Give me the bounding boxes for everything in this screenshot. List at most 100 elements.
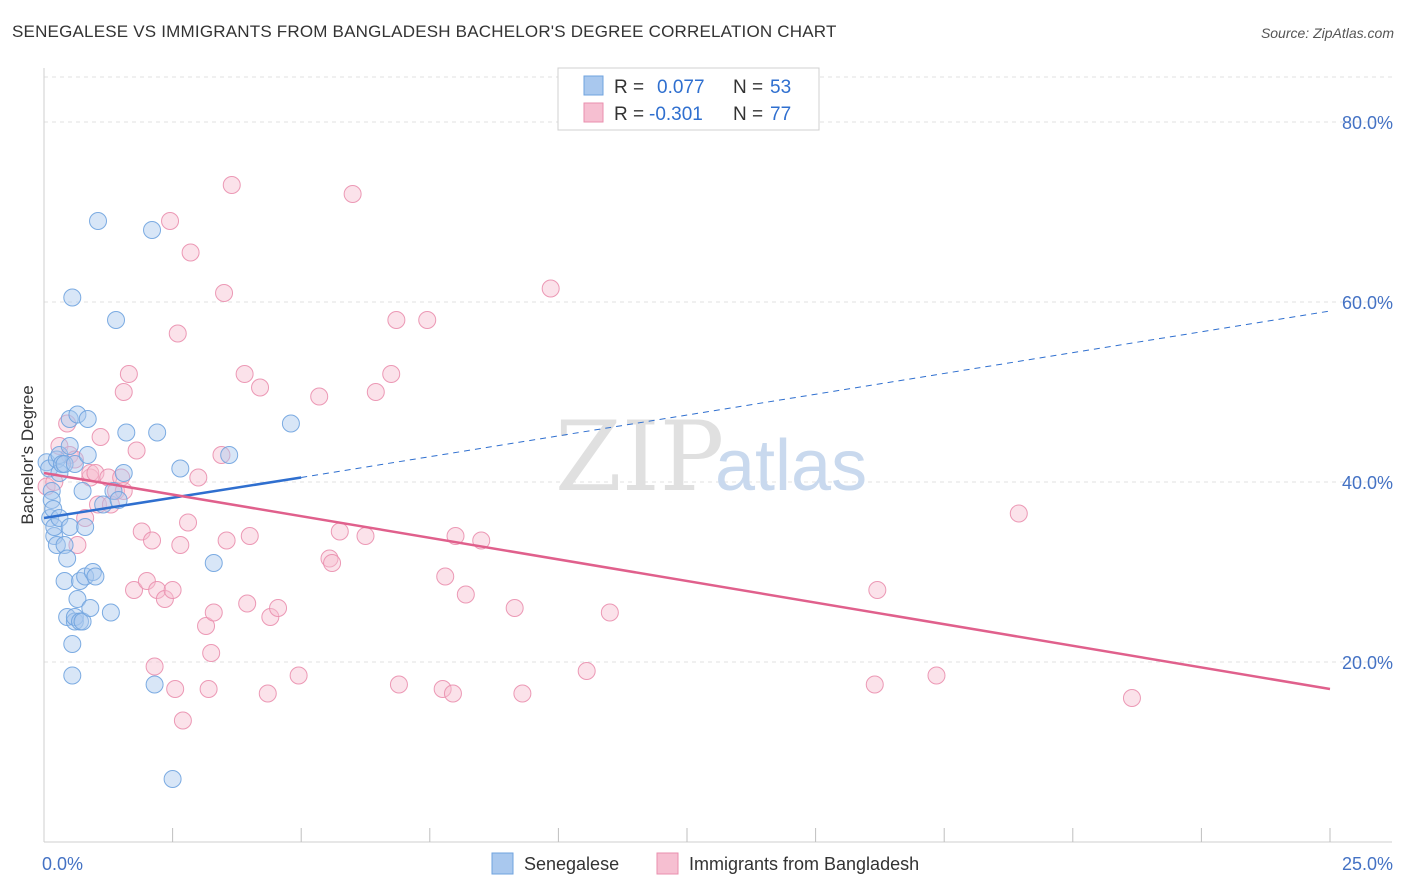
point-bangladesh [181,243,200,262]
point-bangladesh [366,383,385,401]
point-bangladesh [143,531,162,550]
point-senegalese [78,410,97,428]
trend-line-bangladesh [43,471,1331,691]
point-senegalese [60,437,79,455]
y-tick-label: 20.0% [1342,653,1393,673]
point-senegalese [281,414,300,433]
point-bangladesh [258,684,277,703]
point-bangladesh [387,311,406,329]
point-senegalese [55,572,74,590]
point-senegalese [73,612,92,631]
point-bangladesh [927,666,946,685]
point-bangladesh [865,675,884,694]
point-senegalese [63,666,82,685]
x-tick-label: 0.0% [42,854,83,874]
legend-swatch-senegalese [583,75,604,96]
point-bangladesh [541,279,560,298]
series-senegalese [37,212,300,788]
point-bangladesh [251,378,270,397]
point-bangladesh [215,284,234,302]
point-bangladesh [577,662,596,680]
point-bangladesh [389,675,408,694]
point-bangladesh [323,554,342,572]
legend-r-label-2: R = [614,104,644,125]
bottom-legend-swatch-bangladesh [656,852,679,875]
legend-n-label-1: N = [733,77,763,98]
correlation-legend: R = 0.077 N = 53 R = -0.301 N = 77 [557,67,820,131]
legend-n-label-2: N = [733,104,763,125]
point-bangladesh [436,567,455,586]
point-senegalese [63,288,82,307]
point-senegalese [76,518,95,536]
point-senegalese [65,612,84,631]
point-bangladesh [443,684,462,703]
y-tick-labels: 20.0% 40.0% 60.0% 80.0% [1342,113,1393,673]
point-bangladesh [505,599,524,617]
point-bangladesh [166,680,185,698]
point-bangladesh [513,684,532,703]
point-bangladesh [310,387,329,406]
point-bangladesh [179,513,198,532]
point-bangladesh [173,711,192,730]
point-senegalese [58,549,77,568]
point-bangladesh [433,680,452,698]
point-bangladesh [171,536,190,554]
point-senegalese [63,635,82,653]
y-tick-label: 60.0% [1342,293,1393,313]
trend-line-senegalese-extension [301,310,1331,478]
y-tick-label: 40.0% [1342,473,1393,493]
watermark-zip: ZIP [555,401,724,513]
point-bangladesh [289,666,308,685]
legend-r-value-2: -0.301 [649,104,703,125]
watermark-atlas: atlas [715,426,867,506]
point-senegalese [171,459,190,478]
point-bangladesh [127,441,146,460]
point-bangladesh [330,522,349,541]
point-bangladesh [137,572,156,590]
point-bangladesh [212,446,231,464]
point-senegalese [65,455,84,473]
bottom-legend-label-bangladesh: Immigrants from Bangladesh [689,854,919,874]
point-senegalese [73,482,92,500]
point-senegalese [45,518,64,536]
point-bangladesh [382,365,401,383]
point-bangladesh [197,617,216,635]
point-senegalese [55,536,74,554]
point-senegalese [101,603,120,622]
legend-r-label-1: R = [614,77,644,98]
point-bangladesh [202,644,221,662]
point-senegalese [220,446,239,464]
point-bangladesh [68,536,87,554]
point-bangladesh [148,581,167,599]
point-bangladesh [235,365,254,383]
legend-swatch-bangladesh [583,102,604,123]
point-senegalese [81,599,100,617]
point-senegalese [204,554,223,572]
point-bangladesh [163,581,182,599]
point-bangladesh [868,581,887,599]
y-axis-title: Bachelor's Degree [18,385,37,524]
point-bangladesh [238,594,257,613]
point-senegalese [148,423,167,442]
trend-lines [43,310,1331,691]
point-senegalese [143,221,162,239]
trend-line-senegalese [43,476,302,520]
legend-r-value-1: 0.077 [657,77,705,98]
point-senegalese [42,491,61,509]
point-bangladesh [145,657,164,676]
point-senegalese [89,212,108,230]
point-bangladesh [269,599,288,617]
point-senegalese [107,311,126,329]
legend-n-value-1: 53 [770,77,791,98]
x-tick-label: 25.0% [1342,854,1393,874]
point-bangladesh [240,527,259,545]
point-bangladesh [189,468,208,487]
bottom-legend-label-senegalese: Senegalese [524,854,619,874]
point-bangladesh [161,212,180,230]
point-bangladesh [343,185,362,203]
point-senegalese [68,405,87,424]
chart-title: SENEGALESE VS IMMIGRANTS FROM BANGLADESH… [12,22,837,41]
point-senegalese [145,675,164,694]
point-bangladesh [155,590,174,608]
